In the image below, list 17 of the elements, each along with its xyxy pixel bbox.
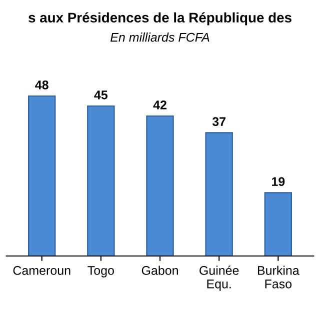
bar <box>146 115 174 256</box>
bar <box>264 192 292 256</box>
data-label: 37 <box>212 117 226 126</box>
x-tick-label: Burkina Faso <box>258 266 300 288</box>
data-label: 19 <box>272 177 285 186</box>
x-tick-label: Togo <box>88 266 114 278</box>
bar <box>205 132 233 256</box>
data-label: 48 <box>35 80 48 90</box>
x-tick-label: Guinée Equ. <box>200 266 239 291</box>
chart-subtitle: En milliards FCFA <box>110 32 210 42</box>
x-tick-label: Gabon <box>142 266 178 275</box>
bar <box>87 105 115 256</box>
chart-title: s aux Présidences de la République des <box>28 12 292 26</box>
data-label: 42 <box>153 100 166 110</box>
bar <box>28 95 56 256</box>
x-tick-label: Cameroun <box>13 266 70 275</box>
data-label: 45 <box>94 90 108 100</box>
